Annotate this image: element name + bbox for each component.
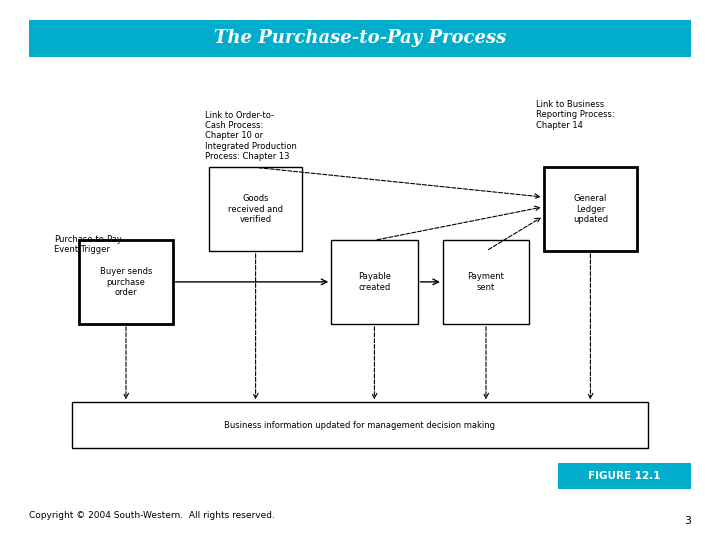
Text: General
Ledger
updated: General Ledger updated bbox=[573, 194, 608, 224]
Bar bbox=[443, 240, 529, 324]
Bar bbox=[29, 20, 691, 57]
Bar bbox=[72, 402, 648, 448]
Text: Copyright © 2004 South-Western.  All rights reserved.: Copyright © 2004 South-Western. All righ… bbox=[29, 511, 274, 520]
Text: Purchase-to-Pay
Event Trigger: Purchase-to-Pay Event Trigger bbox=[54, 235, 122, 254]
Bar bbox=[209, 167, 302, 251]
Text: Link to Business
Reporting Process:
Chapter 14: Link to Business Reporting Process: Chap… bbox=[536, 100, 615, 130]
Text: Payable
created: Payable created bbox=[358, 273, 391, 292]
Text: Payment
sent: Payment sent bbox=[467, 273, 505, 292]
Text: Business information updated for management decision making: Business information updated for managem… bbox=[225, 421, 495, 430]
Bar bbox=[558, 463, 691, 489]
Bar bbox=[544, 167, 637, 251]
Text: Link to Order-to-
Cash Process:
Chapter 10 or
Integrated Production
Process: Cha: Link to Order-to- Cash Process: Chapter … bbox=[205, 111, 297, 161]
Bar bbox=[79, 240, 173, 324]
Bar bbox=[331, 240, 418, 324]
Text: 3: 3 bbox=[684, 516, 691, 526]
Text: The Purchase-to-Pay Process: The Purchase-to-Pay Process bbox=[214, 29, 506, 48]
Text: Buyer sends
purchase
order: Buyer sends purchase order bbox=[100, 267, 152, 297]
Text: Goods
received and
verified: Goods received and verified bbox=[228, 194, 283, 224]
Text: FIGURE 12.1: FIGURE 12.1 bbox=[588, 471, 661, 481]
